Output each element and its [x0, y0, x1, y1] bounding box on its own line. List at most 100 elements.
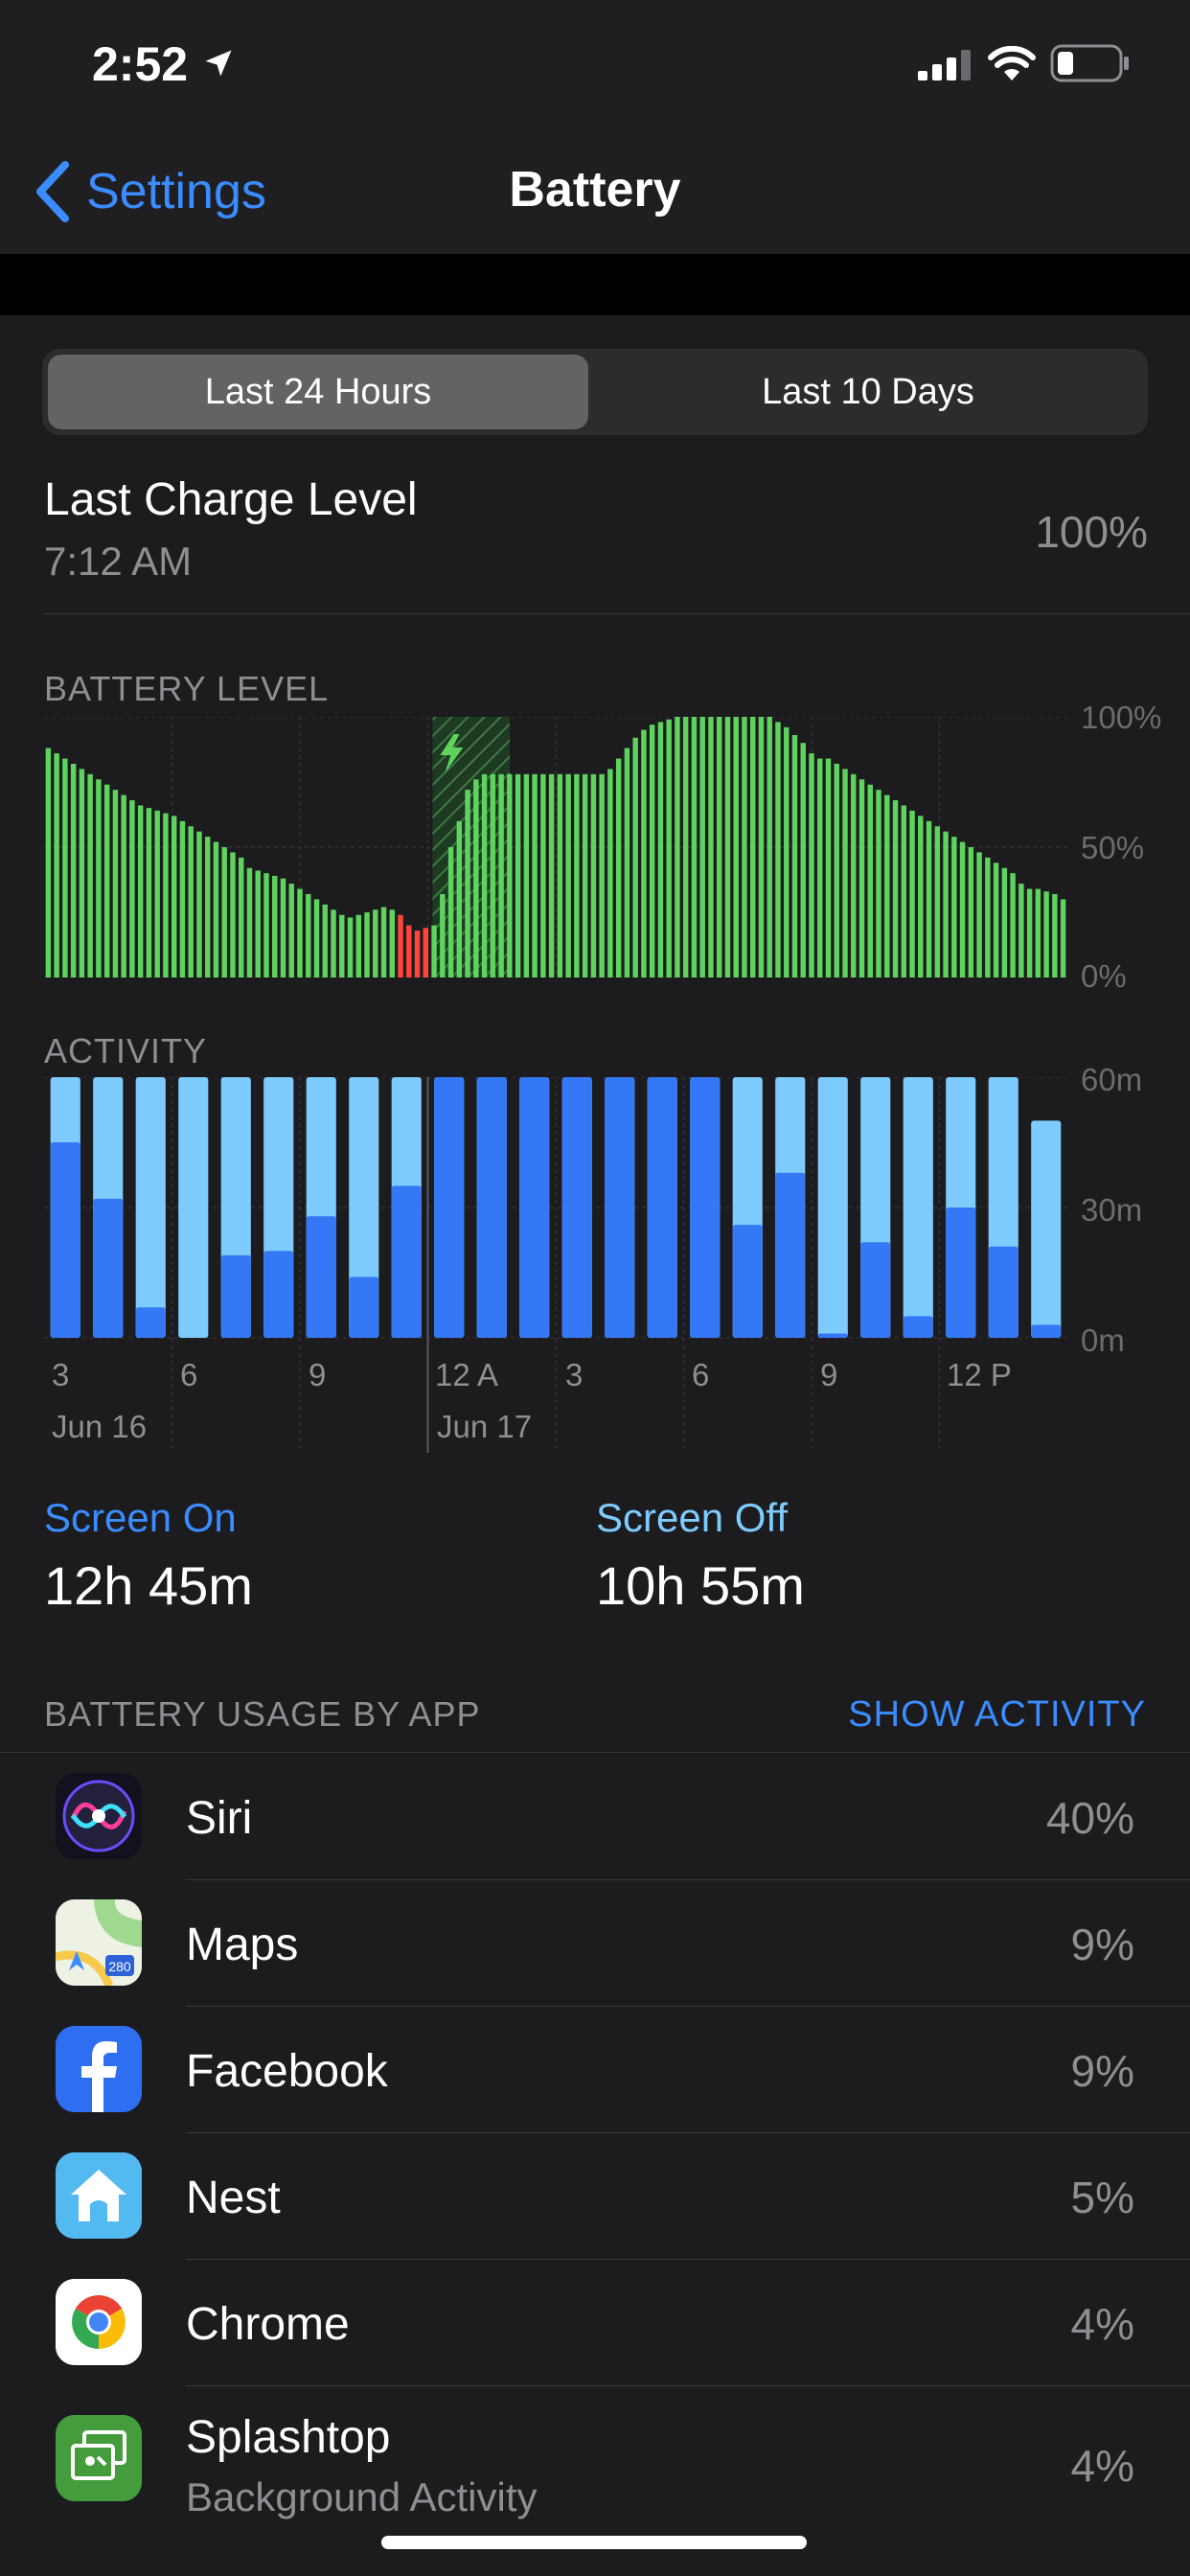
- battery-bar: [976, 852, 982, 978]
- app-row-maps[interactable]: 280 Maps 9%: [0, 1880, 1190, 2007]
- app-row-nest[interactable]: Nest 5%: [0, 2133, 1190, 2260]
- date-label-jun16: Jun 16: [52, 1409, 148, 1444]
- show-activity-button[interactable]: SHOW ACTIVITY: [848, 1694, 1146, 1735]
- battery-bar: [649, 724, 655, 978]
- app-name: Chrome: [186, 2299, 350, 2350]
- battery-bar: [1018, 884, 1024, 978]
- battery-bar: [842, 769, 848, 978]
- last-charge-value: 100%: [1035, 507, 1148, 557]
- battery-level-heading: BATTERY LEVEL: [44, 669, 330, 708]
- divider: [0, 1752, 1190, 1753]
- battery-bar: [532, 773, 538, 978]
- battery-bar: [288, 884, 294, 978]
- status-time: 2:52: [92, 37, 189, 91]
- battery-bar: [993, 862, 999, 978]
- battery-bar: [456, 820, 463, 978]
- battery-bar: [1060, 899, 1066, 978]
- screen-on-bar: [519, 1077, 550, 1338]
- divider: [186, 2132, 1190, 2133]
- x-label-12a: 12 A: [435, 1357, 499, 1392]
- battery-bar: [884, 794, 890, 978]
- battery-bar: [985, 857, 991, 978]
- screen-on-bar: [860, 1242, 891, 1338]
- home-indicator[interactable]: [381, 2536, 807, 2549]
- battery-bar: [154, 810, 160, 978]
- battery-bar: [666, 719, 672, 978]
- app-percentage: 4%: [1070, 2299, 1134, 2349]
- battery-bar: [607, 769, 613, 978]
- battery-bar: [1010, 873, 1016, 978]
- battery-bar: [364, 912, 370, 978]
- segment-last-10-days[interactable]: Last 10 Days: [762, 372, 974, 412]
- battery-bar: [213, 841, 219, 978]
- battery-bar: [691, 717, 698, 978]
- page-title: Battery: [509, 162, 681, 218]
- battery-bar: [574, 773, 580, 978]
- segment-last-24-hours[interactable]: Last 24 Hours: [48, 355, 588, 429]
- battery-bar: [414, 931, 421, 978]
- battery-axis-0: 0%: [1081, 958, 1127, 994]
- battery-bar: [121, 794, 126, 978]
- maps-icon: 280: [56, 1899, 142, 1986]
- screen-on-bar: [946, 1208, 976, 1338]
- battery-bar: [834, 763, 839, 978]
- app-row-chrome[interactable]: Chrome 4%: [0, 2260, 1190, 2386]
- battery-bar: [239, 857, 244, 978]
- battery-bar: [926, 820, 932, 978]
- battery-bar: [481, 773, 488, 978]
- battery-bar: [918, 816, 924, 978]
- x-label-6: 6: [180, 1357, 198, 1392]
- battery-bar: [800, 743, 806, 978]
- screen-off-bar: [135, 1077, 166, 1338]
- screen-off-bar: [1031, 1120, 1062, 1338]
- app-row-splashtop[interactable]: Splashtop Background Activity 4%: [0, 2386, 1190, 2530]
- battery-icon: [1050, 44, 1129, 82]
- battery-bar: [313, 899, 320, 978]
- app-percentage: 5%: [1070, 2173, 1134, 2222]
- app-row-siri[interactable]: Siri 40%: [0, 1754, 1190, 1880]
- battery-bar: [398, 914, 403, 978]
- x-label-3: 3: [52, 1357, 70, 1392]
- battery-bar: [909, 810, 915, 978]
- battery-bar: [657, 722, 664, 978]
- battery-bar: [112, 790, 119, 978]
- battery-bar: [230, 852, 236, 978]
- battery-bar: [599, 773, 605, 978]
- screen-off-bar: [349, 1077, 379, 1338]
- battery-bar: [188, 826, 194, 978]
- screen-on-value: 12h 45m: [44, 1555, 253, 1616]
- divider: [186, 1879, 1190, 1880]
- battery-bar: [1026, 888, 1033, 978]
- screen-on-bar: [988, 1246, 1018, 1338]
- divider: [44, 613, 1190, 614]
- battery-bar: [204, 837, 211, 978]
- back-button[interactable]: Settings: [34, 161, 266, 222]
- battery-bar: [851, 773, 857, 978]
- screen-on-bar: [263, 1251, 294, 1338]
- nav-separator: [0, 254, 1190, 315]
- battery-bar: [79, 769, 85, 978]
- screen-on-bar: [647, 1077, 677, 1338]
- screen-off-bar: [178, 1077, 209, 1338]
- app-percentage: 40%: [1045, 1793, 1134, 1843]
- screen-on-bar: [135, 1307, 166, 1338]
- x-label-3-pm: 3: [565, 1357, 584, 1392]
- battery-bar: [355, 914, 361, 978]
- battery-bar: [373, 909, 378, 978]
- screen-on-bar: [1031, 1324, 1062, 1338]
- x-label-9-am: 9: [820, 1357, 838, 1392]
- battery-bar: [1035, 888, 1041, 978]
- battery-bar: [934, 826, 941, 978]
- battery-bar: [565, 773, 571, 978]
- battery-bar: [675, 717, 680, 978]
- battery-bar: [515, 773, 521, 978]
- screen-on-bar: [561, 1077, 592, 1338]
- back-button-label: Settings: [86, 164, 266, 219]
- battery-bar: [624, 748, 630, 978]
- battery-bar: [708, 717, 714, 978]
- svg-text:280: 280: [108, 1959, 131, 1974]
- charging-region: [432, 717, 510, 978]
- nest-icon: [56, 2152, 142, 2239]
- app-row-facebook[interactable]: Facebook 9%: [0, 2007, 1190, 2133]
- activity-axis-60m: 60m: [1081, 1062, 1143, 1097]
